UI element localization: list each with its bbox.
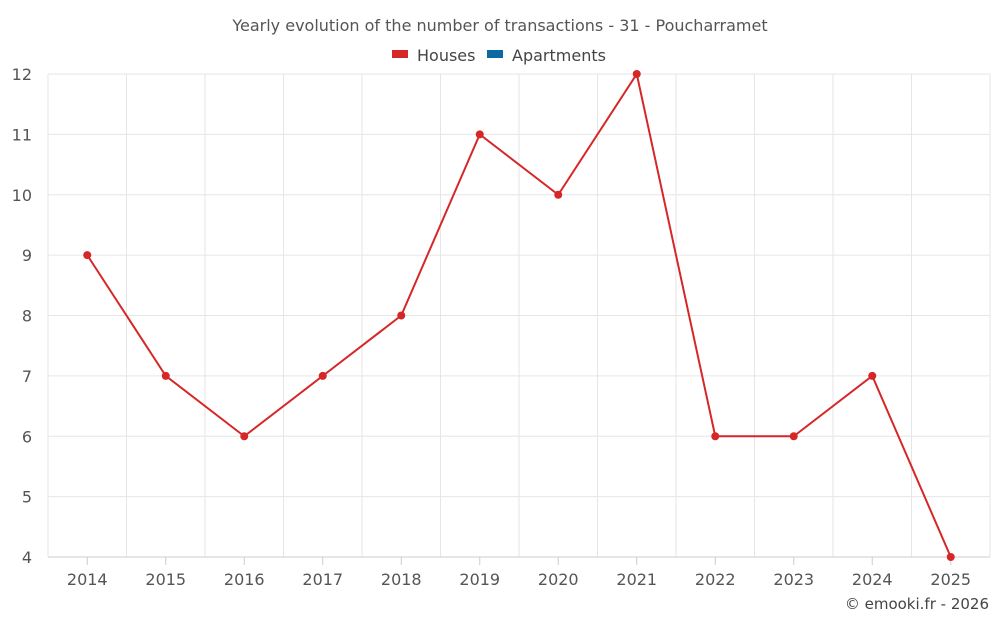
- data-point[interactable]: [475, 130, 484, 139]
- x-tick-label: 2022: [695, 570, 736, 589]
- y-tick-label: 10: [12, 186, 32, 205]
- x-tick-label: 2023: [773, 570, 814, 589]
- x-tick-label: 2018: [381, 570, 422, 589]
- y-tick-label: 4: [22, 548, 32, 567]
- data-point[interactable]: [161, 371, 170, 380]
- series-line-houses: [86, 73, 952, 558]
- legend: Houses Apartments: [392, 46, 606, 65]
- x-tick-label: 2020: [538, 570, 579, 589]
- x-tick-label: 2016: [224, 570, 265, 589]
- x-tick-label: 2021: [616, 570, 657, 589]
- y-tick-label: 11: [12, 125, 32, 144]
- data-point[interactable]: [318, 371, 327, 380]
- data-point[interactable]: [868, 371, 877, 380]
- data-point[interactable]: [83, 251, 92, 260]
- legend-item-apartments[interactable]: Apartments: [487, 46, 606, 65]
- data-point[interactable]: [946, 553, 955, 561]
- chart-title: Yearly evolution of the number of transa…: [231, 16, 767, 35]
- legend-label-apartments: Apartments: [512, 46, 606, 65]
- data-point[interactable]: [554, 190, 563, 199]
- x-tick-label: 2025: [930, 570, 971, 589]
- x-tick-label: 2019: [459, 570, 500, 589]
- x-tick-label: 2015: [145, 570, 186, 589]
- y-tick-label: 8: [22, 307, 32, 326]
- legend-label-houses: Houses: [417, 46, 475, 65]
- y-tick-label: 9: [22, 246, 32, 265]
- y-tick-label: 7: [22, 367, 32, 386]
- data-point[interactable]: [789, 432, 798, 441]
- grid: [47, 73, 991, 557]
- legend-swatch-houses: [392, 50, 408, 58]
- x-tick-label: 2017: [302, 570, 343, 589]
- y-tick-label: 12: [12, 65, 32, 84]
- x-tick-label: 2014: [67, 570, 108, 589]
- data-point[interactable]: [240, 432, 249, 441]
- series-houses: [83, 70, 955, 561]
- x-tick-label: 2024: [852, 570, 893, 589]
- x-axis-ticks: 2014 2015 2016 2017 2018 2019 2020 2021 2022 2023…: [67, 557, 971, 589]
- y-tick-label: 6: [22, 427, 32, 446]
- y-axis-ticks: 4 5 6 7 8 9 10 11 12: [12, 65, 32, 567]
- y-tick-label: 5: [22, 488, 32, 507]
- legend-swatch-apartments: [487, 50, 503, 58]
- credit-text: © emooki.fr - 2026: [845, 595, 989, 613]
- legend-item-houses[interactable]: Houses: [392, 46, 475, 65]
- data-point[interactable]: [711, 432, 720, 441]
- data-point[interactable]: [632, 70, 641, 78]
- data-point[interactable]: [397, 311, 406, 320]
